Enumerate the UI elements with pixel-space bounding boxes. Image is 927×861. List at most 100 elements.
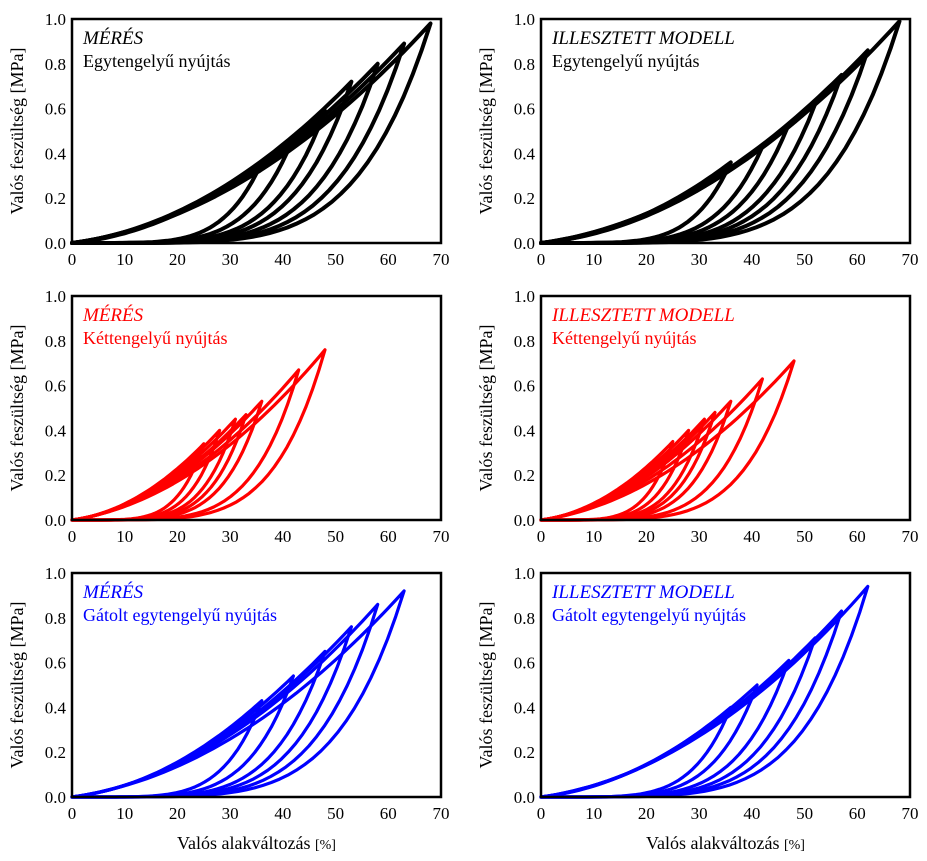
y-axis-label: Valós feszültség [MPa] bbox=[476, 48, 496, 215]
chart-panel-5: 0.0 0.2 0.4 0.6 0.8 1.0 0 10 20 30 40 50 60 70 Valós f… bbox=[7, 564, 450, 853]
y-tick-label: 0.2 bbox=[514, 466, 535, 485]
y-tick-label: 0.2 bbox=[45, 466, 66, 485]
x-tick-label: 30 bbox=[691, 527, 708, 546]
hysteresis-loop-6 bbox=[539, 48, 870, 245]
y-tick-label: 1.0 bbox=[514, 10, 535, 29]
x-tick-label: 0 bbox=[68, 804, 77, 823]
x-tick-label: 60 bbox=[849, 804, 866, 823]
hysteresis-loop-5 bbox=[70, 602, 380, 799]
x-tick-label: 30 bbox=[691, 250, 708, 269]
x-tick-label: 10 bbox=[116, 250, 133, 269]
x-tick-label: 50 bbox=[796, 804, 813, 823]
x-tick-label: 30 bbox=[222, 527, 239, 546]
y-tick-label: 0.6 bbox=[45, 100, 66, 119]
x-tick-label: 60 bbox=[380, 804, 397, 823]
x-tick-label: 70 bbox=[433, 527, 450, 546]
plot-frame bbox=[70, 17, 443, 245]
y-axis-label: Valós feszültség [MPa] bbox=[476, 325, 496, 492]
y-tick-label: 0.2 bbox=[514, 189, 535, 208]
x-tick-label: 40 bbox=[274, 250, 291, 269]
chart-panel-3: 0.0 0.2 0.4 0.6 0.8 1.0 0 10 20 30 40 50 60 70 Valós f… bbox=[7, 287, 450, 546]
x-tick-label: 70 bbox=[902, 804, 919, 823]
x-tick-label: 10 bbox=[585, 804, 602, 823]
x-tick-label: 20 bbox=[638, 250, 655, 269]
y-tick-label: 0.0 bbox=[514, 234, 535, 253]
chart-panel-2: 0.0 0.2 0.4 0.6 0.8 1.0 0 10 20 30 40 50 60 70 Valós f… bbox=[476, 10, 919, 269]
x-axis-label: Valós alakváltozás [%] bbox=[177, 833, 336, 853]
x-tick-label: 0 bbox=[68, 250, 77, 269]
y-tick-label: 0.0 bbox=[45, 511, 66, 530]
y-tick-label: 1.0 bbox=[45, 287, 66, 306]
x-tick-label: 30 bbox=[222, 250, 239, 269]
x-tick-label: 40 bbox=[743, 804, 760, 823]
x-tick-label: 50 bbox=[327, 250, 344, 269]
hysteresis-loop-6 bbox=[70, 41, 407, 245]
y-axis-label: Valós feszültség [MPa] bbox=[7, 325, 27, 492]
y-tick-label: 1.0 bbox=[45, 564, 66, 583]
y-tick-label: 0.8 bbox=[514, 609, 535, 628]
x-tick-label: 40 bbox=[274, 527, 291, 546]
y-tick-label: 1.0 bbox=[514, 287, 535, 306]
y-tick-label: 0.2 bbox=[45, 189, 66, 208]
x-tick-label: 60 bbox=[380, 250, 397, 269]
y-tick-label: 0.4 bbox=[514, 421, 536, 440]
y-tick-label: 0.6 bbox=[45, 377, 66, 396]
x-tick-label: 20 bbox=[638, 527, 655, 546]
panel-subtitle: Gátolt egytengelyű nyújtás bbox=[552, 605, 746, 625]
panel-title: ILLESZTETT MODELL bbox=[551, 582, 735, 603]
panel-subtitle: Kéttengelyű nyújtás bbox=[83, 328, 227, 348]
x-tick-label: 60 bbox=[380, 527, 397, 546]
hysteresis-loop-4 bbox=[539, 102, 818, 245]
y-axis-label: Valós feszültség [MPa] bbox=[7, 602, 27, 769]
x-tick-label: 70 bbox=[433, 804, 450, 823]
x-tick-label: 50 bbox=[327, 527, 344, 546]
x-tick-label: 30 bbox=[222, 804, 239, 823]
x-tick-label: 50 bbox=[327, 804, 344, 823]
plot-frame bbox=[70, 294, 443, 522]
x-tick-label: 30 bbox=[691, 804, 708, 823]
x-tick-label: 10 bbox=[585, 250, 602, 269]
y-tick-label: 0.0 bbox=[514, 788, 535, 807]
x-tick-label: 40 bbox=[274, 804, 291, 823]
y-tick-label: 1.0 bbox=[45, 10, 66, 29]
x-tick-label: 40 bbox=[743, 250, 760, 269]
panel-subtitle: Kéttengelyű nyújtás bbox=[552, 328, 696, 348]
y-tick-label: 0.8 bbox=[45, 609, 66, 628]
x-tick-label: 50 bbox=[796, 527, 813, 546]
hysteresis-loop-4 bbox=[70, 625, 353, 799]
y-tick-label: 0.6 bbox=[514, 100, 535, 119]
x-tick-label: 60 bbox=[849, 250, 866, 269]
x-tick-label: 70 bbox=[902, 250, 919, 269]
x-tick-label: 20 bbox=[169, 250, 186, 269]
x-axis-label: Valós alakváltozás [%] bbox=[646, 833, 805, 853]
y-tick-label: 0.6 bbox=[514, 377, 535, 396]
hysteresis-loop-4 bbox=[539, 636, 817, 799]
plot-frame bbox=[70, 571, 443, 799]
plot-frame bbox=[539, 571, 912, 799]
chart-panel-4: 0.0 0.2 0.4 0.6 0.8 1.0 0 10 20 30 40 50 60 70 Valós f… bbox=[476, 287, 919, 546]
y-tick-label: 0.0 bbox=[514, 511, 535, 530]
y-axis-label: Valós feszültség [MPa] bbox=[7, 48, 27, 215]
x-tick-label: 20 bbox=[169, 527, 186, 546]
y-tick-label: 0.6 bbox=[514, 654, 535, 673]
x-tick-label: 10 bbox=[585, 527, 602, 546]
y-tick-label: 0.4 bbox=[514, 698, 536, 717]
x-tick-label: 20 bbox=[638, 804, 655, 823]
x-tick-label: 60 bbox=[849, 527, 866, 546]
y-axis-label: Valós feszültség [MPa] bbox=[476, 602, 496, 769]
hysteresis-loop-2 bbox=[539, 683, 759, 799]
x-tick-label: 10 bbox=[116, 804, 133, 823]
y-tick-label: 0.4 bbox=[45, 144, 67, 163]
x-tick-label: 0 bbox=[537, 804, 546, 823]
hysteresis-loop-2 bbox=[70, 674, 295, 799]
x-tick-label: 50 bbox=[796, 250, 813, 269]
x-tick-label: 0 bbox=[68, 527, 77, 546]
x-tick-label: 0 bbox=[537, 527, 546, 546]
y-tick-label: 0.6 bbox=[45, 654, 66, 673]
panel-subtitle: Gátolt egytengelyű nyújtás bbox=[83, 605, 277, 625]
y-tick-label: 0.8 bbox=[514, 55, 535, 74]
x-tick-label: 70 bbox=[902, 527, 919, 546]
panel-title: ILLESZTETT MODELL bbox=[551, 305, 735, 326]
x-tick-label: 0 bbox=[537, 250, 546, 269]
